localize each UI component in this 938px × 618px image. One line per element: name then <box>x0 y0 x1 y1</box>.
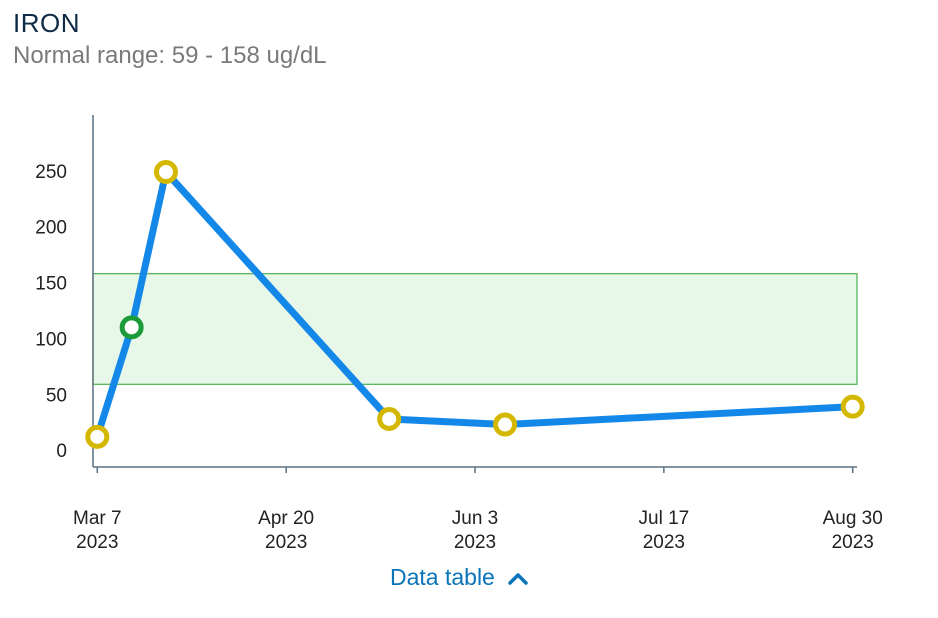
y-tick-label: 200 <box>35 218 67 239</box>
data-point-abnormal <box>840 394 865 419</box>
x-tick-year-label: 2023 <box>454 532 496 553</box>
normal-range-band <box>92 273 858 385</box>
x-tick-label: Mar 7 <box>73 508 122 529</box>
data-table-label: Data table <box>390 564 495 590</box>
data-point-abnormal <box>153 159 178 184</box>
x-tick-year-label: 2023 <box>76 532 118 553</box>
y-tick-label: 50 <box>46 385 67 406</box>
y-tick-label: 0 <box>56 441 67 462</box>
y-tick-label: 150 <box>35 274 67 295</box>
x-tick-label: Apr 20 <box>258 508 314 529</box>
data-table-toggle[interactable]: Data table <box>390 564 529 591</box>
x-tick-year-label: 2023 <box>265 532 307 553</box>
y-tick-label: 100 <box>35 329 67 350</box>
data-point-normal <box>119 315 144 340</box>
x-tick-year-label: 2023 <box>643 532 685 553</box>
iron-line-chart: 0 50 100 150 200 250 Mar 7 2023 Apr 20 2023 Jun 3 2… <box>35 115 883 553</box>
data-point-abnormal <box>85 424 110 449</box>
series-line <box>93 168 857 441</box>
normal-range-subtitle: Normal range: 59 - 158 ug/dL <box>13 42 327 69</box>
x-tick-label: Jun 3 <box>452 508 498 529</box>
chevron-up-icon <box>508 572 528 585</box>
x-tick-year-label: 2023 <box>832 532 874 553</box>
y-tick-label: 250 <box>35 162 67 183</box>
data-point-abnormal <box>493 412 518 437</box>
chart-title: IRON <box>13 8 80 38</box>
x-tick-label: Jul 17 <box>639 508 690 529</box>
data-point-abnormal <box>377 406 402 431</box>
x-tick-label: Aug 30 <box>823 508 883 529</box>
